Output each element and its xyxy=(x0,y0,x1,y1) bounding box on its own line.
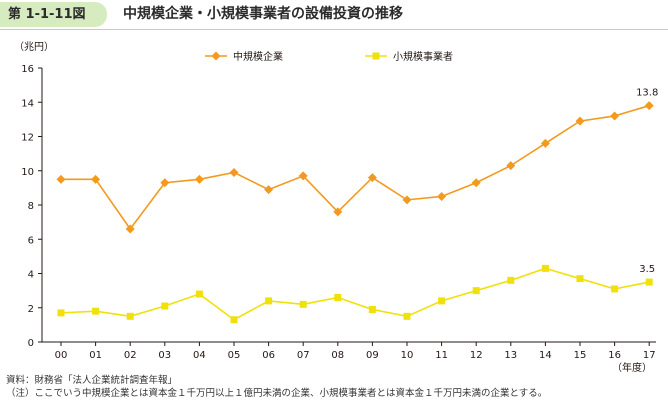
x-tick-label: 14 xyxy=(539,350,552,361)
series-line xyxy=(60,267,650,321)
data-point xyxy=(126,312,134,320)
data-point xyxy=(161,302,169,310)
legend-item: 中規模企業 xyxy=(205,50,283,63)
data-point xyxy=(506,161,516,171)
legend-marker xyxy=(372,52,380,60)
series-layer: 13.8 3.5 xyxy=(56,88,658,324)
y-tick-label: 8 xyxy=(28,201,34,212)
series-2: 3.5 xyxy=(57,264,655,324)
data-point xyxy=(194,174,204,184)
y-tick-label: 12 xyxy=(21,133,34,144)
data-point xyxy=(368,305,376,313)
data-point xyxy=(402,195,412,205)
x-tick-label: 16 xyxy=(608,350,621,361)
y-tick-label: 6 xyxy=(28,235,34,246)
x-tick-label: 10 xyxy=(401,350,414,361)
data-point xyxy=(472,287,480,295)
x-tick-label: 15 xyxy=(574,350,587,361)
y-tick-label: 10 xyxy=(21,167,34,178)
data-point xyxy=(367,173,377,183)
data-point xyxy=(229,167,239,177)
data-point xyxy=(56,174,66,184)
x-tick-label: 02 xyxy=(124,350,137,361)
x-tick-label: 00 xyxy=(55,350,68,361)
header-rule xyxy=(0,29,668,30)
data-point xyxy=(645,278,653,286)
data-point xyxy=(265,297,273,305)
legend-marker xyxy=(211,51,221,61)
data-point xyxy=(540,138,550,148)
x-tick-label: 09 xyxy=(366,350,379,361)
data-point xyxy=(403,312,411,320)
data-point xyxy=(437,191,447,201)
y-tick-label: 4 xyxy=(28,270,34,281)
legend-item: 小規模事業者 xyxy=(365,50,453,63)
data-point xyxy=(334,293,342,301)
data-point xyxy=(230,316,238,324)
data-point xyxy=(611,285,619,293)
x-axis-label: （年度） xyxy=(612,361,652,374)
end-data-label: 13.8 xyxy=(636,88,658,99)
end-data-label: 3.5 xyxy=(639,264,655,275)
x-tick-label: 11 xyxy=(435,350,448,361)
data-point xyxy=(575,116,585,126)
data-point xyxy=(264,185,274,195)
data-point xyxy=(576,275,584,283)
x-tick-label: 04 xyxy=(193,350,206,361)
x-tick-label: 07 xyxy=(297,350,310,361)
data-point xyxy=(125,224,135,234)
data-point xyxy=(471,178,481,188)
x-tick-label: 01 xyxy=(89,350,102,361)
data-point xyxy=(160,178,170,188)
y-tick-label: 16 xyxy=(21,64,34,75)
footnote: （注）ここでいう中規模企業とは資本金１千万円以上１億円未満の企業、小規模事業者と… xyxy=(6,388,548,399)
figure-number: 第 1-1-11図 xyxy=(0,2,107,27)
y-axis-ticks: 0 2 4 6 8 10 12 14 16 xyxy=(21,64,42,349)
figure-header: 第 1-1-11図 中規模企業・小規模事業者の設備投資の推移 xyxy=(0,0,668,30)
data-point xyxy=(299,300,307,308)
x-tick-label: 03 xyxy=(158,350,171,361)
legend-label: 小規模事業者 xyxy=(393,50,453,63)
y-tick-label: 0 xyxy=(28,338,34,349)
series-1: 13.8 xyxy=(56,88,658,234)
x-tick-label: 06 xyxy=(262,350,275,361)
data-point xyxy=(91,174,101,184)
x-tick-label: 13 xyxy=(504,350,517,361)
y-tick-label: 14 xyxy=(21,98,34,109)
data-point xyxy=(507,276,515,284)
data-point xyxy=(57,309,65,317)
series-line xyxy=(61,104,650,231)
y-axis-label: （兆円） xyxy=(14,41,54,53)
data-point xyxy=(541,264,549,272)
x-axis-ticks: 00 01 02 03 04 05 06 07 08 09 10 11 12 13 14 15 16 17 xyxy=(55,342,656,361)
x-tick-label: 17 xyxy=(643,350,656,361)
figure-title: 中規模企業・小規模事業者の設備投資の推移 xyxy=(123,6,403,22)
data-point xyxy=(333,207,343,217)
source-note: 資料：財務省「法人企業統計調査年報」 xyxy=(6,375,178,386)
data-point xyxy=(438,297,446,305)
legend: 中規模企業 小規模事業者 xyxy=(205,50,453,63)
data-point xyxy=(298,171,308,181)
data-point xyxy=(644,101,654,111)
x-tick-label: 12 xyxy=(470,350,483,361)
y-tick-label: 2 xyxy=(28,304,34,315)
x-tick-label: 08 xyxy=(331,350,344,361)
data-point xyxy=(92,307,100,315)
legend-label: 中規模企業 xyxy=(233,50,283,63)
data-point xyxy=(195,290,203,298)
data-point xyxy=(610,111,620,121)
figure-notes: 資料：財務省「法人企業統計調査年報」 （注）ここでいう中規模企業とは資本金１千万… xyxy=(6,374,547,400)
x-tick-label: 05 xyxy=(228,350,241,361)
